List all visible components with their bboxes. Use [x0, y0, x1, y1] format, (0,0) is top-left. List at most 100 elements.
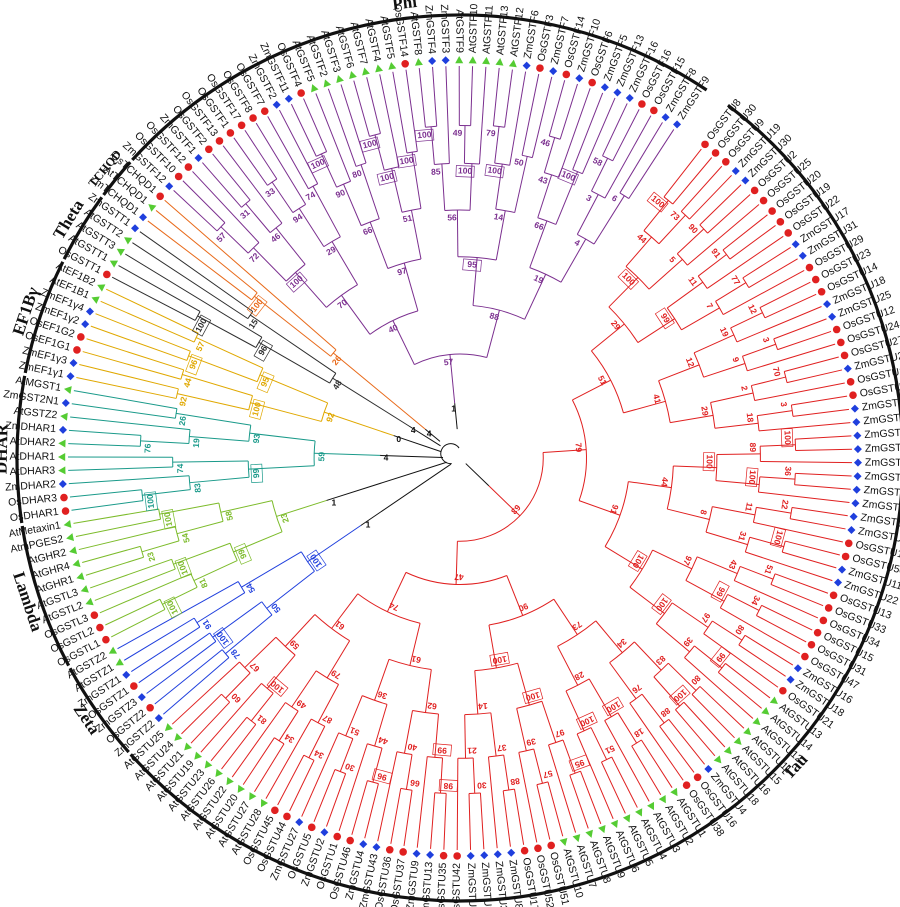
- leaf-marker-diamond: [673, 120, 682, 129]
- bootstrap-value: 44: [181, 377, 193, 389]
- bootstrap-box: [266, 675, 289, 697]
- leaf-marker-circle: [844, 539, 853, 548]
- leaf-marker-circle: [805, 263, 814, 272]
- bootstrap-value: 79: [329, 668, 342, 682]
- bootstrap-box: [414, 128, 435, 143]
- branch: [666, 281, 704, 309]
- branch: [434, 713, 440, 758]
- branch: [759, 476, 796, 480]
- branch-arc: [315, 670, 339, 685]
- leaf-marker-circle: [184, 163, 193, 171]
- branch: [139, 231, 254, 312]
- branch: [710, 392, 754, 403]
- branch: [513, 789, 525, 845]
- branch-arc: [237, 581, 246, 593]
- branch: [445, 66, 450, 164]
- branch-arc: [569, 770, 581, 776]
- branch: [518, 752, 538, 843]
- bootstrap-value: 77: [729, 274, 743, 288]
- bootstrap-value: 96: [376, 771, 388, 783]
- branch: [742, 343, 776, 357]
- bootstrap-value: 87: [321, 713, 334, 726]
- branch: [369, 221, 389, 269]
- bootstrap-box: [213, 626, 234, 649]
- bootstrap-box: [161, 509, 177, 530]
- branch: [241, 551, 302, 588]
- branch: [547, 781, 564, 837]
- branch: [343, 183, 362, 226]
- bootstrap-value: 19: [718, 326, 731, 339]
- branch: [314, 452, 381, 456]
- leaf-marker-circle: [776, 218, 785, 226]
- bootstrap-box: [575, 711, 598, 730]
- leaf-label: AtGSTF11: [481, 5, 496, 55]
- leaf-marker-triangle: [733, 736, 742, 745]
- bootstrap-value: 98: [443, 781, 453, 792]
- branch-arc: [369, 132, 381, 137]
- branch: [212, 601, 263, 638]
- branch: [411, 152, 422, 209]
- leaf-label: ZmGSTU3: [479, 862, 494, 907]
- branch: [182, 180, 226, 224]
- branch: [68, 466, 173, 471]
- branch: [756, 615, 807, 643]
- leaf-marker-triangle: [752, 717, 761, 726]
- leaf-label: AtDHAR2: [10, 435, 56, 449]
- group-arc-ef1b: [23, 261, 65, 374]
- bootstrap-value: 34: [282, 732, 296, 746]
- leaf-marker-triangle: [598, 825, 606, 834]
- branch: [676, 228, 705, 255]
- bootstrap-value: 100: [362, 137, 379, 150]
- leaf-marker-triangle: [63, 386, 72, 395]
- leaf-marker-diamond: [81, 320, 90, 329]
- branch: [225, 614, 273, 655]
- branch: [699, 184, 742, 226]
- bootstrap-value: 33: [263, 185, 277, 199]
- branch-arc: [330, 349, 337, 357]
- branch: [392, 320, 415, 365]
- leaf-marker-circle: [824, 604, 833, 612]
- branch: [154, 649, 223, 705]
- leaf-marker-triangle: [72, 559, 81, 568]
- branch: [658, 214, 686, 245]
- branch: [339, 738, 354, 772]
- branch: [617, 712, 638, 744]
- branch-arc: [323, 236, 341, 248]
- branch: [506, 575, 524, 616]
- branch: [795, 472, 852, 477]
- bootstrap-value: 7: [704, 301, 715, 310]
- root-support: 4: [411, 425, 416, 435]
- leaf-marker-triangle: [647, 801, 655, 811]
- branch: [409, 623, 421, 666]
- branch: [503, 754, 510, 791]
- leaf-marker-circle: [837, 338, 845, 347]
- bootstrap-value: 100: [524, 690, 541, 704]
- branch: [386, 572, 407, 612]
- branch: [658, 364, 700, 382]
- bootstrap-value: 34: [312, 748, 325, 761]
- branch: [691, 694, 735, 739]
- leaf-marker-circle: [61, 507, 70, 515]
- branch: [643, 200, 669, 232]
- branch: [320, 153, 338, 188]
- branch: [612, 109, 640, 162]
- branch-arc: [427, 756, 443, 759]
- leaf-marker-diamond: [853, 431, 862, 440]
- branch: [486, 310, 500, 358]
- leaf-marker-triangle: [109, 260, 119, 268]
- bootstrap-value: 85: [431, 166, 441, 177]
- branch: [181, 693, 222, 735]
- leaf-marker-circle: [260, 107, 269, 115]
- branch-arc: [255, 336, 263, 348]
- branch: [576, 733, 614, 820]
- branch: [524, 274, 547, 320]
- branch: [290, 103, 317, 157]
- branch: [761, 604, 813, 631]
- branch-arc: [285, 263, 306, 282]
- branch: [667, 508, 710, 520]
- branch-arc: [367, 780, 379, 785]
- leaf-marker-triangle: [482, 56, 491, 65]
- leaf-label: AtDHAR1: [9, 451, 55, 463]
- leaf-marker-circle: [811, 275, 820, 284]
- leaf-marker-triangle: [495, 58, 504, 66]
